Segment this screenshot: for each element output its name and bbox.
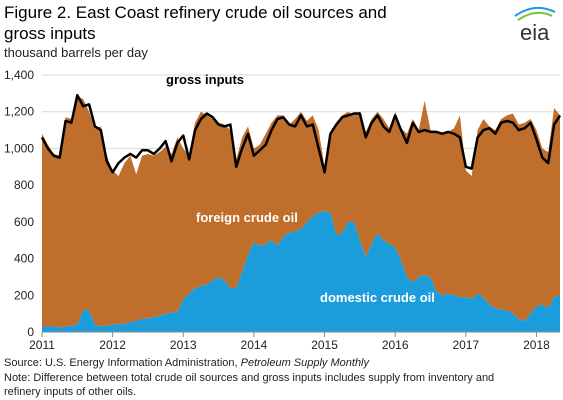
area — [42, 97, 560, 328]
x-tick-label: 2016 — [382, 338, 409, 352]
series-label: gross inputs — [166, 72, 244, 87]
y-tick-label: 0 — [27, 325, 34, 339]
x-tick-label: 2011 — [29, 338, 55, 352]
y-tick-label: 1,400 — [4, 68, 34, 82]
y-tick-label: 1,200 — [4, 105, 34, 119]
x-tick-label: 2013 — [170, 338, 197, 352]
chart-title: gross inputs — [4, 24, 96, 43]
y-tick-label: 200 — [14, 288, 34, 302]
x-tick-label: 2012 — [99, 338, 126, 352]
source: Source: U.S. Energy Information Administ… — [4, 357, 371, 369]
source-text: Source: U.S. Energy Information Administ… — [4, 357, 241, 369]
x-tick-label: 2015 — [311, 338, 338, 352]
series-label: domestic crude oil — [320, 290, 435, 305]
area — [42, 210, 560, 332]
series-label: foreign crude oil — [196, 210, 298, 225]
y-tick-label: 800 — [14, 178, 34, 192]
x-tick-label: 2014 — [241, 338, 268, 352]
chart-subtitle: thousand barrels per day — [4, 45, 148, 60]
source-publication: Petroleum Supply Monthly — [241, 357, 371, 369]
note: refinery inputs of other oils. — [4, 386, 136, 398]
note: Note: Difference between total crude oil… — [4, 372, 494, 384]
logo-arc — [517, 11, 553, 21]
y-tick-label: 1,000 — [4, 141, 34, 155]
chart-title: Figure 2. East Coast refinery crude oil … — [4, 3, 387, 22]
line — [40, 93, 562, 174]
x-tick-label: 2018 — [523, 338, 550, 352]
logo-arc — [514, 6, 556, 17]
y-tick-label: 400 — [14, 252, 34, 266]
logo: eia — [514, 6, 556, 45]
logo-text: eia — [520, 20, 550, 45]
x-tick-label: 2017 — [452, 338, 479, 352]
y-tick-label: 600 — [14, 215, 34, 229]
